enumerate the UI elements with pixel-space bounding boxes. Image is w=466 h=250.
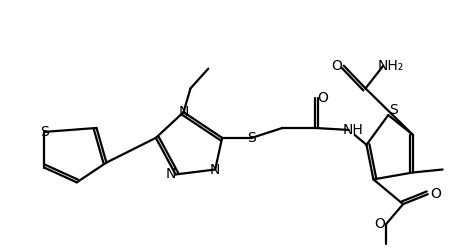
Text: O: O <box>331 59 342 73</box>
Text: S: S <box>247 131 256 145</box>
Text: NH: NH <box>343 123 363 137</box>
Text: S: S <box>40 125 48 139</box>
Text: O: O <box>374 217 385 231</box>
Text: N: N <box>178 105 189 119</box>
Text: O: O <box>430 187 441 201</box>
Text: S: S <box>389 103 397 117</box>
Text: N: N <box>210 162 220 176</box>
Text: NH₂: NH₂ <box>378 59 404 73</box>
Text: O: O <box>317 91 329 105</box>
Text: N: N <box>165 168 176 181</box>
